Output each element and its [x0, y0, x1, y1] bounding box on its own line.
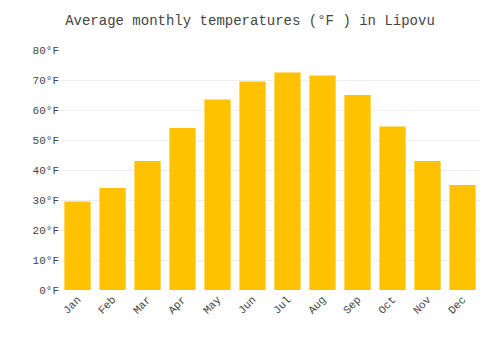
svg-text:60°F: 60°F: [33, 105, 59, 117]
svg-text:Nov: Nov: [411, 294, 434, 317]
svg-text:Dec: Dec: [446, 294, 468, 316]
svg-text:Apr: Apr: [166, 294, 188, 316]
svg-text:20°F: 20°F: [33, 225, 59, 237]
svg-text:Mar: Mar: [131, 294, 153, 316]
svg-text:80°F: 80°F: [33, 45, 59, 57]
svg-text:Jan: Jan: [61, 294, 83, 316]
svg-text:Feb: Feb: [96, 294, 118, 316]
svg-text:0°F: 0°F: [39, 285, 59, 297]
svg-text:Oct: Oct: [376, 294, 398, 316]
svg-text:Average monthly temperatures (: Average monthly temperatures (°F ) in Li…: [65, 13, 435, 29]
svg-text:May: May: [201, 294, 224, 317]
svg-text:30°F: 30°F: [33, 195, 59, 207]
svg-text:10°F: 10°F: [33, 255, 59, 267]
svg-text:Jun: Jun: [236, 294, 258, 316]
svg-text:Aug: Aug: [306, 294, 328, 316]
svg-text:Jul: Jul: [271, 294, 293, 316]
svg-text:70°F: 70°F: [33, 75, 59, 87]
svg-text:40°F: 40°F: [33, 165, 59, 177]
svg-text:50°F: 50°F: [33, 135, 59, 147]
svg-text:Sep: Sep: [341, 294, 363, 316]
